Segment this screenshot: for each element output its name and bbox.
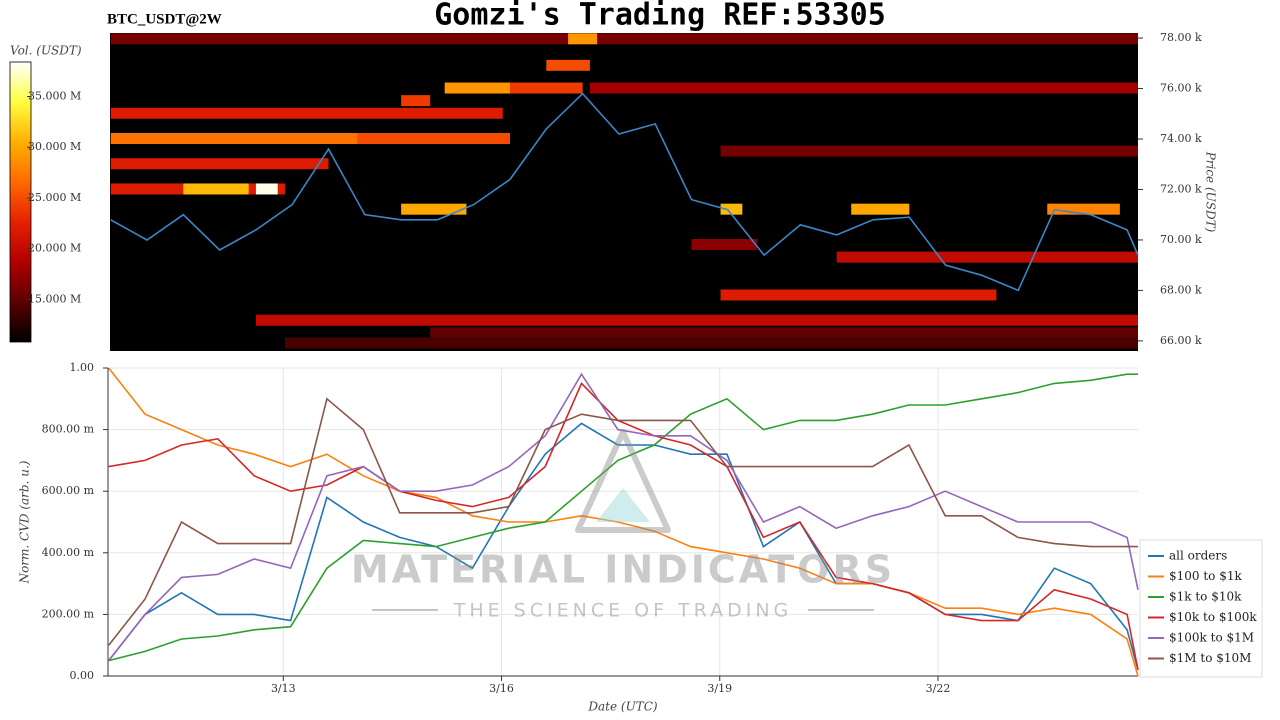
liquidity-band <box>255 314 1139 326</box>
legend-label: $100k to $1M <box>1169 631 1254 645</box>
y-tick-label: 200.00 m <box>42 607 95 620</box>
liquidity-band <box>568 33 598 45</box>
y-axis-label: Norm. CVD (arb. u.) <box>18 460 32 584</box>
x-tick-label: 3/13 <box>271 682 296 695</box>
watermark-subtitle: THE SCIENCE OF TRADING <box>453 600 793 622</box>
series-line <box>108 367 1139 677</box>
panel-title: BTC_USDT@2W <box>107 11 222 27</box>
colorbar <box>9 61 32 343</box>
watermark-icon <box>575 429 671 533</box>
liquidity-band <box>110 33 1139 45</box>
liquidity-band <box>110 107 503 119</box>
y-tick-label: 68.00 k <box>1160 283 1202 296</box>
series-line <box>108 372 1139 662</box>
y-tick-label: 1.00 <box>70 361 95 374</box>
colorbar-tick-label: 25.000 M <box>28 191 81 204</box>
liquidity-band <box>510 82 583 94</box>
legend-label: $10k to $100k <box>1169 610 1257 624</box>
heatmap-panel: 66.00 k 68.00 k 70.00 k 72.00 k 74.00 k 76.00… <box>9 31 1202 351</box>
y-tick-label: 78.00 k <box>1160 31 1202 44</box>
colorbar-tick-label: 20.000 M <box>28 242 81 255</box>
series-line <box>108 397 1138 646</box>
liquidity-band <box>691 239 757 250</box>
liquidity-band <box>720 145 1138 157</box>
liquidity-band <box>284 337 1139 349</box>
x-tick-label: 3/19 <box>707 682 732 695</box>
colorbar-tick-label: 30.000 M <box>28 140 81 153</box>
watermark: MATERIAL INDICATORS THE SCIENCE OF TRADI… <box>351 429 895 622</box>
y-tick-label: 400.00 m <box>42 546 95 559</box>
liquidity-band <box>546 59 590 71</box>
series-line <box>108 422 1139 671</box>
liquidity-band <box>110 158 329 170</box>
x-tick-label: 3/22 <box>926 682 951 695</box>
y-axis-label: Price (USDT) <box>1204 151 1218 233</box>
liquidity-band <box>110 133 358 144</box>
series-line <box>108 381 1139 670</box>
liquidity-band <box>720 289 997 301</box>
liquidity-band <box>183 183 249 195</box>
series-line <box>108 373 1138 662</box>
price-line <box>110 92 1139 292</box>
legend-label: $1M to $10M <box>1169 651 1251 665</box>
x-axis-label: Date (UTC) <box>587 700 657 714</box>
legend-label: $100 to $1k <box>1169 569 1242 583</box>
cvd-panel: 0.00 200.00 m 400.00 m 600.00 m 800.00 m 1.00… <box>42 361 1263 695</box>
y-tick-label: 0.00 <box>70 669 95 682</box>
y-tick-label: 74.00 k <box>1160 132 1202 145</box>
watermark-title: MATERIAL INDICATORS <box>351 548 895 592</box>
liquidity-band <box>255 183 278 195</box>
page-title: Gomzi's Trading REF:53305 <box>434 0 886 33</box>
colorbar-tick-label: 15.000 M <box>28 292 81 305</box>
legend-box <box>1139 539 1263 678</box>
y-tick-label: 76.00 k <box>1160 82 1202 95</box>
y-tick-label: 70.00 k <box>1160 233 1202 246</box>
y-tick-label: 600.00 m <box>42 484 95 497</box>
liquidity-band <box>589 82 1138 94</box>
liquidity-band <box>836 251 1138 263</box>
liquidity-band <box>401 95 431 107</box>
liquidity-band <box>401 203 467 215</box>
y-tick-label: 800.00 m <box>42 423 95 436</box>
colorbar-tick-label: 35.000 M <box>28 89 81 102</box>
liquidity-band <box>720 203 743 215</box>
liquidity-band <box>430 327 1138 339</box>
liquidity-band <box>444 82 511 94</box>
colorbar-label: Vol. (USDT) <box>10 44 82 58</box>
legend-label: $1k to $10k <box>1169 590 1242 604</box>
legend-label: all orders <box>1169 549 1227 563</box>
y-tick-label: 72.00 k <box>1160 182 1202 195</box>
liquidity-band <box>1047 203 1120 215</box>
y-tick-label: 66.00 k <box>1160 334 1202 347</box>
liquidity-band <box>357 133 511 144</box>
x-tick-label: 3/16 <box>489 682 514 695</box>
liquidity-band <box>851 203 910 215</box>
watermark-icon <box>596 488 650 522</box>
